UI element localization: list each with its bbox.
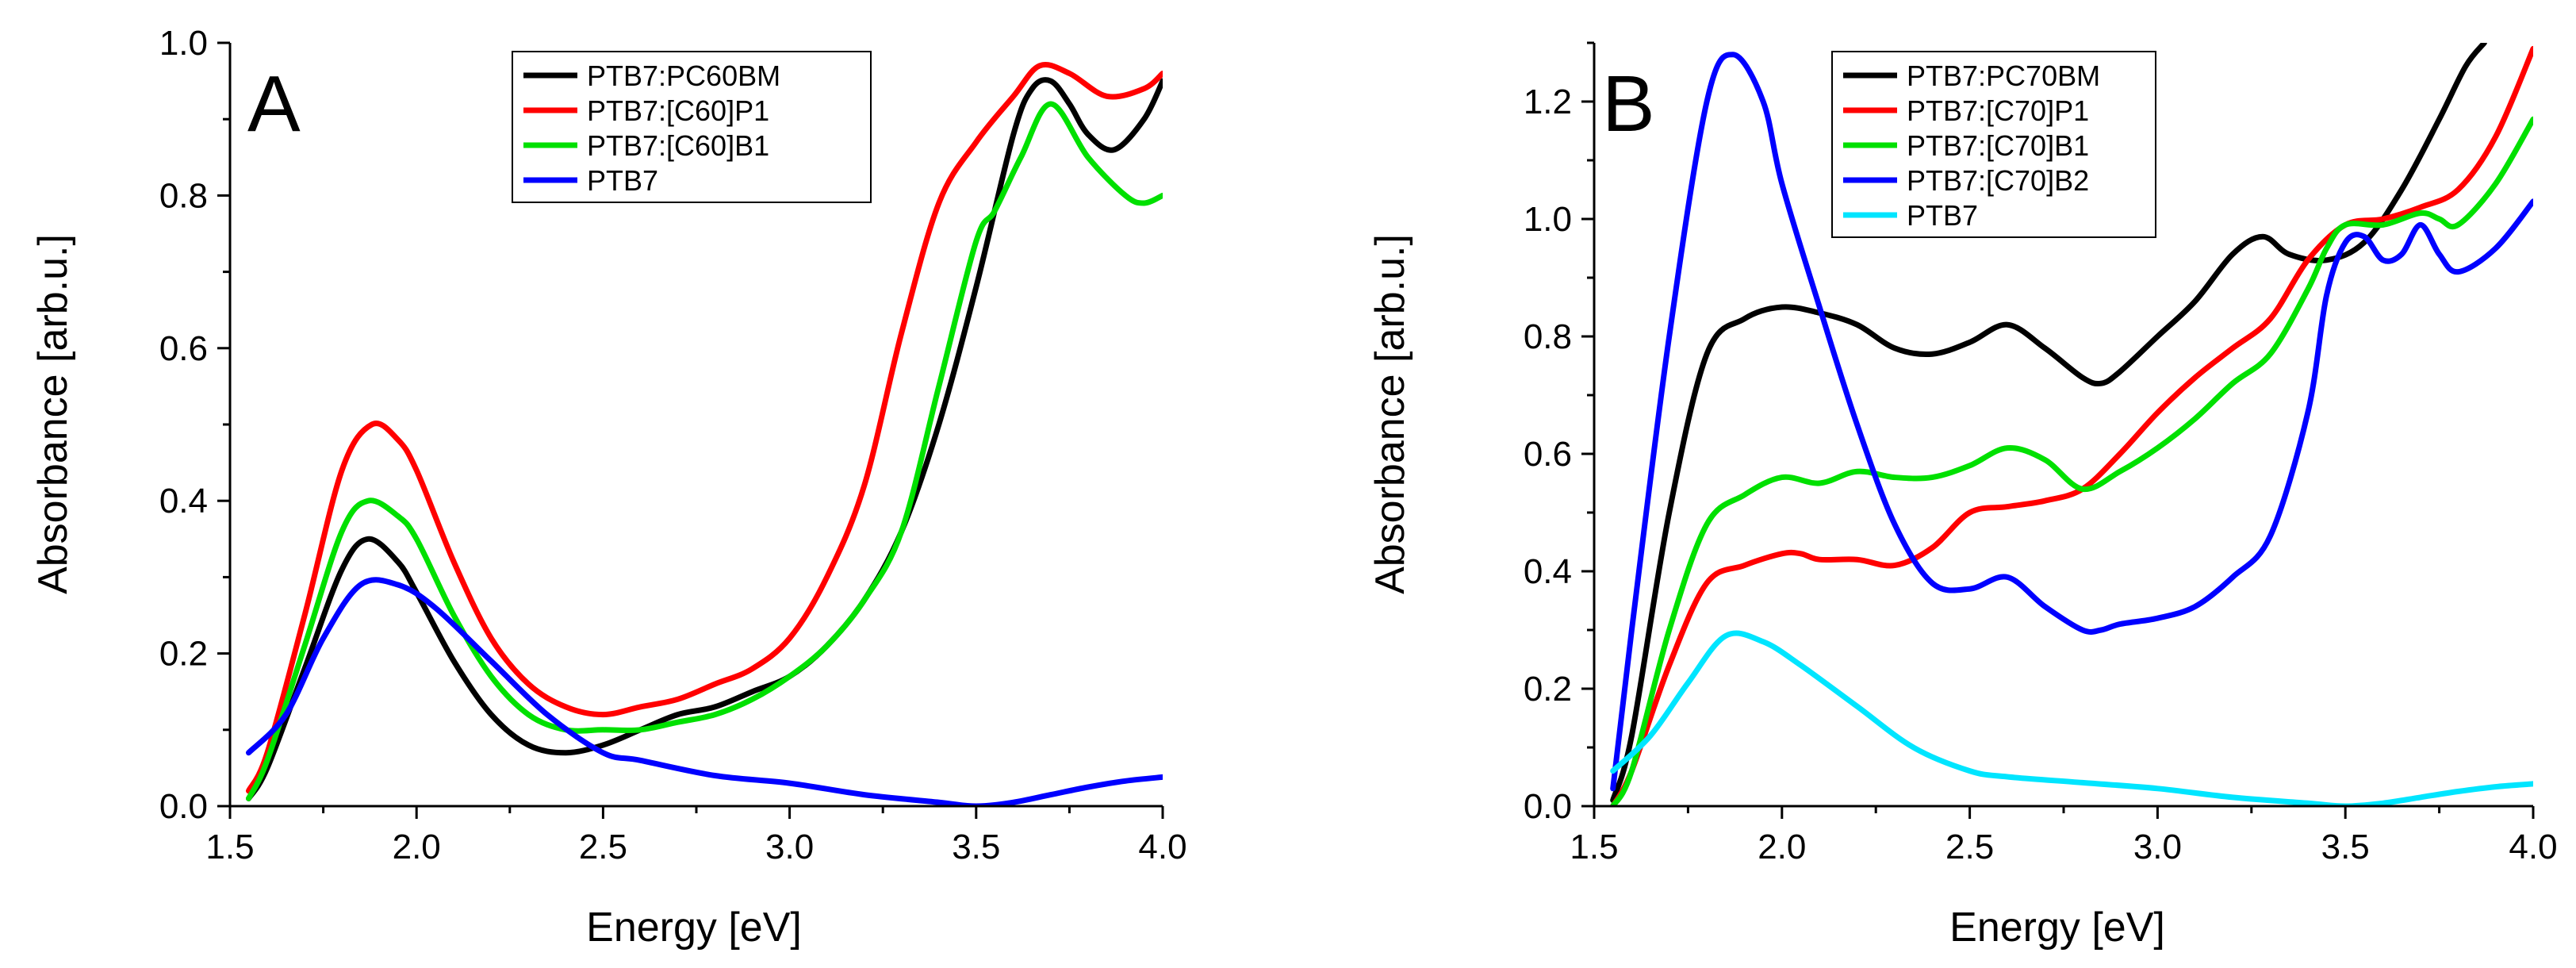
panel-b-legend-label-1: PTB7:PC70BM	[1907, 60, 2100, 92]
panel-a-y-tick-label: 0.2	[159, 635, 208, 674]
panel-b-series-line-4	[1610, 52, 2533, 792]
panel-b-x-tick-label: 3.5	[2321, 828, 2370, 866]
panel-b-series-line-2	[1610, 45, 2533, 806]
panel-a-series-group	[246, 61, 1163, 806]
panel-b-y-tick-label: 0.2	[1524, 670, 1572, 709]
panel-a-legend-label-2: PTB7:[C60]P1	[587, 94, 769, 127]
panel-b-chart: Energy [eV] Absorbance [arb.u.] B 1.5 2.0…	[1367, 41, 2558, 951]
panel-b-x-tick-label: 1.5	[1570, 828, 1618, 866]
panel-b-letter: B	[1602, 60, 1655, 148]
panel-a-y-tick-label: 0.0	[159, 787, 208, 826]
panel-b-x-tick-label: 3.0	[2133, 828, 2182, 866]
panel-b-y-tick-label: 1.2	[1524, 83, 1572, 121]
panel-b-x-tick-label: 2.5	[1945, 828, 1994, 866]
panel-a-x-tick-label: 3.5	[952, 828, 1000, 866]
panel-b-x-axis-title: Energy [eV]	[1949, 905, 2165, 951]
panel-a-legend-label-3: PTB7:[C60]B1	[587, 129, 769, 162]
panel-a-series-line-4	[246, 577, 1163, 806]
panel-a-x-tick-label: 2.5	[579, 828, 627, 866]
panel-b-legend-label-2: PTB7:[C70]P1	[1907, 94, 2089, 127]
panel-a-x-tick-label: 1.5	[205, 828, 254, 866]
panel-a-legend-label-4: PTB7	[587, 164, 658, 197]
panel-b-x-tick-label: 4.0	[2509, 828, 2557, 866]
panel-b-series-line-1	[1610, 43, 2487, 804]
panel-a-x-tick-label: 2.0	[393, 828, 441, 866]
panel-a-series-line-3	[246, 101, 1163, 801]
panel-b-y-tick-label: 0.6	[1524, 435, 1572, 474]
panel-a-y-axis-title: Absorbance [arb.u.]	[30, 234, 76, 594]
panel-a-series-line-1	[246, 77, 1163, 801]
panel-b-legend-label-4: PTB7:[C70]B2	[1907, 164, 2089, 197]
panel-a-y-tick-label: 0.8	[159, 176, 208, 215]
panel-b-x-tick-label: 2.0	[1758, 828, 1806, 866]
panel-b-series-group	[1610, 43, 2533, 806]
panel-a-x-tick-label: 4.0	[1138, 828, 1186, 866]
panel-a-y-tick-label: 0.4	[159, 482, 208, 520]
panel-b-y-tick-label: 0.8	[1524, 317, 1572, 356]
panel-b-y-tick-label: 1.0	[1524, 200, 1572, 239]
panel-b-legend-label-5: PTB7	[1907, 199, 1978, 232]
panel-a-legend-label-1: PTB7:PC60BM	[587, 60, 780, 92]
panel-b-y-axis-title: Absorbance [arb.u.]	[1367, 234, 1413, 594]
panel-a-series-line-2	[246, 61, 1163, 794]
panel-b-series-line-3	[1610, 116, 2533, 806]
panel-a-chart: Energy [eV] Absorbance [arb.u.] A 1.5 2.0…	[30, 24, 1187, 951]
panel-b-y-tick-label: 0.0	[1524, 787, 1572, 826]
panel-a-y-tick-label: 1.0	[159, 24, 208, 63]
panel-b-y-tick-label: 0.4	[1524, 552, 1572, 591]
panel-b-legend-label-3: PTB7:[C70]B1	[1907, 129, 2089, 162]
panel-a-y-tick-label: 0.6	[159, 329, 208, 368]
panel-b-series-line-5	[1610, 630, 2533, 806]
panel-a-letter: A	[247, 60, 301, 148]
panel-a-x-tick-label: 3.0	[765, 828, 814, 866]
panel-a-x-axis-title: Energy [eV]	[586, 905, 802, 951]
